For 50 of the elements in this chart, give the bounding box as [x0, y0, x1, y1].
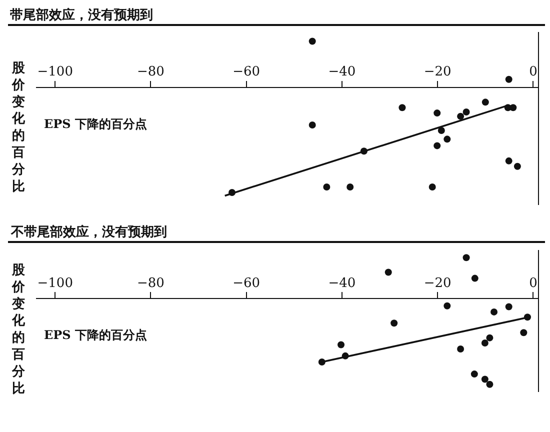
point — [520, 329, 528, 336]
point — [490, 308, 498, 316]
chart-title: 带尾部效应，没有预期到 — [10, 7, 153, 23]
point — [398, 104, 406, 112]
point — [510, 104, 517, 112]
point — [505, 76, 512, 83]
point — [323, 184, 330, 191]
point — [457, 346, 464, 353]
point — [346, 184, 354, 191]
point — [434, 142, 441, 150]
point — [481, 376, 488, 383]
x-tick-label: −60 — [232, 276, 260, 291]
point — [462, 108, 470, 116]
point — [470, 370, 478, 378]
point — [457, 112, 464, 120]
point — [428, 184, 436, 191]
point — [481, 339, 488, 346]
x-tick-label: −80 — [137, 276, 164, 291]
point — [471, 274, 478, 282]
x-tick-label: −100 — [37, 276, 73, 291]
x-tick-label: −40 — [328, 276, 356, 291]
point — [505, 303, 512, 310]
x-axis-title: EPS 下降的百分点 — [44, 117, 148, 131]
x-tick-label: −60 — [232, 64, 260, 80]
x-tick-label: 0 — [529, 64, 538, 80]
point — [444, 136, 451, 143]
point — [482, 98, 489, 106]
x-tick-label: 0 — [529, 276, 538, 291]
point — [308, 38, 316, 45]
x-tick-label: −40 — [328, 64, 356, 80]
x-tick-label: −20 — [424, 276, 452, 291]
point — [308, 122, 316, 129]
point — [505, 157, 512, 164]
y-axis-title: 股价变化的百分比 — [11, 263, 26, 396]
point — [434, 110, 441, 117]
point — [384, 268, 392, 276]
point — [486, 380, 494, 388]
chart-title: 不带尾部效应，没有预期到 — [10, 224, 167, 240]
y-axis-title: 股价变化的百分比 — [11, 61, 26, 194]
point — [462, 254, 470, 262]
point — [438, 126, 445, 134]
point — [514, 162, 521, 170]
x-tick-label: −20 — [424, 64, 452, 80]
point — [444, 302, 451, 310]
point — [338, 341, 345, 348]
x-tick-label: −100 — [37, 64, 73, 80]
x-axis-title: EPS 下降的百分点 — [44, 328, 148, 342]
point — [486, 334, 494, 342]
x-tick-label: −80 — [137, 64, 164, 80]
point — [390, 320, 398, 327]
